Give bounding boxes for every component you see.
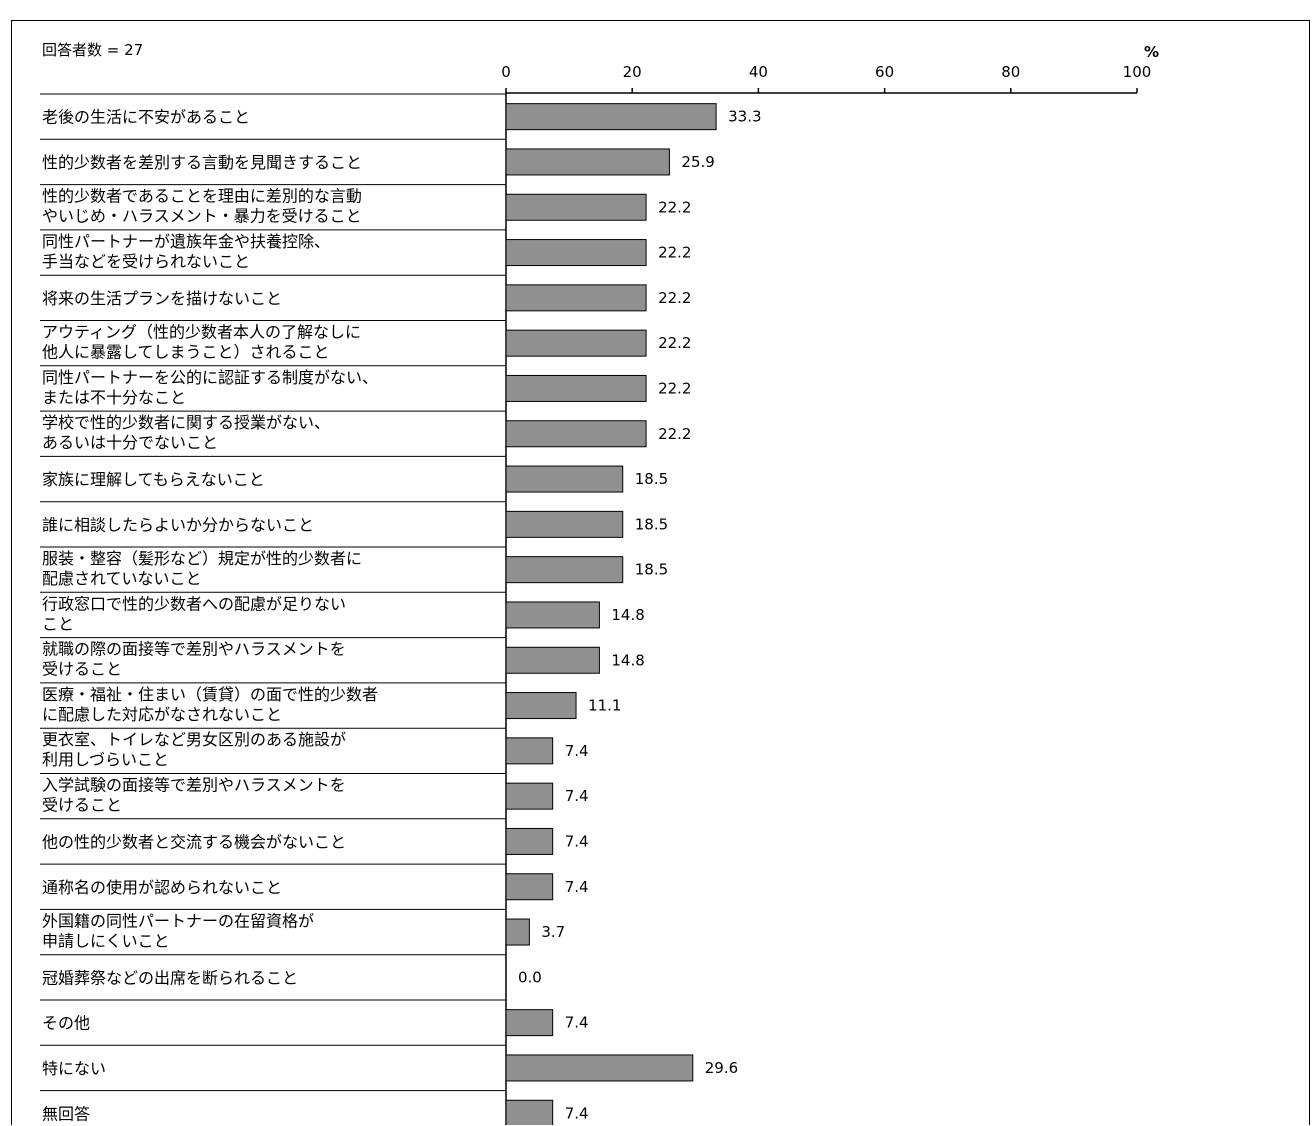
category-label: 性的少数者を差別する言動を見聞きすること [42, 153, 362, 172]
category-label: 受けること [42, 660, 122, 679]
category-label: 利用しづらいこと [42, 750, 169, 769]
bar [505, 1099, 554, 1125]
respondents-label: 回答者数 = 27 [42, 41, 143, 59]
category-label: 性的少数者であることを理由に差別的な言動 [42, 187, 362, 206]
bar [505, 646, 600, 674]
x-tick-label: 80 [1001, 63, 1020, 81]
x-tick-label: 60 [875, 63, 894, 81]
bar [505, 329, 647, 357]
value-label: 22.2 [658, 425, 691, 443]
category-label: 申請しにくいこと [42, 931, 170, 950]
category-rows: 老後の生活に不安があること 33.3 性的少数者を差別する言動を見聞きすること 25.… [40, 93, 762, 1125]
bar [505, 103, 717, 131]
value-label: 22.2 [658, 289, 691, 307]
bar [505, 918, 530, 946]
bar [505, 1009, 554, 1037]
category-label: 同性パートナーが遺族年金や扶養控除、 [42, 232, 330, 251]
category-label: 配慮されていないこと [42, 569, 202, 588]
category-label: 就職の際の面接等で差別やハラスメントを [42, 640, 346, 659]
category-label: 学校で性的少数者に関する授業がない、 [42, 413, 330, 432]
bar [505, 374, 647, 402]
value-label: 3.7 [541, 923, 565, 941]
category-label: に配慮した対応がなされないこと [42, 705, 282, 724]
bar [505, 556, 624, 584]
category-label: こと [42, 614, 74, 633]
value-label: 18.5 [635, 561, 668, 579]
category-label: 無回答 [42, 1104, 90, 1123]
bar [505, 601, 600, 629]
category-label: 入学試験の面接等で差別やハラスメントを [42, 776, 346, 795]
category-label: 外国籍の同性パートナーの在留資格が [42, 911, 314, 930]
bar [505, 239, 647, 267]
value-label: 18.5 [635, 470, 668, 488]
value-label: 29.6 [705, 1059, 738, 1077]
bar [505, 1054, 694, 1082]
category-label: 受けること [42, 796, 122, 815]
value-label: 14.8 [611, 651, 644, 669]
bar [505, 420, 647, 448]
category-label: 誰に相談したらよいか分からないこと [42, 515, 314, 534]
x-axis: 0 20 40 60 80 100 [501, 63, 1152, 94]
value-label: 0.0 [518, 968, 542, 986]
category-label: あるいは十分でないこと [42, 433, 218, 452]
bar [505, 873, 554, 901]
x-tick-label: 0 [501, 63, 511, 81]
category-label: アウティング（性的少数者本人の了解なしに [42, 323, 361, 342]
value-label: 11.1 [588, 697, 621, 715]
value-label: 7.4 [565, 1014, 589, 1032]
value-label: 33.3 [728, 108, 761, 126]
chart-frame: 回答者数 = 27 % 0 20 40 60 80 100 老後の生活に不安があること 33… [11, 20, 1310, 1125]
bar [505, 827, 554, 855]
category-label: または不十分なこと [42, 388, 186, 407]
value-label: 7.4 [565, 1104, 589, 1122]
value-label: 22.2 [658, 379, 691, 397]
category-label: 同性パートナーを公的に認証する制度がない、 [42, 368, 378, 387]
bar-chart: 回答者数 = 27 % 0 20 40 60 80 100 老後の生活に不安があること 33… [40, 41, 1159, 1125]
category-label: 更衣室、トイレなど男女区別のある施設が [42, 730, 346, 749]
value-label: 7.4 [565, 742, 589, 760]
value-label: 7.4 [565, 832, 589, 850]
bar [505, 510, 624, 538]
category-label: 冠婚葬祭などの出席を断られること [42, 968, 298, 987]
x-tick-label: 40 [749, 63, 768, 81]
value-label: 7.4 [565, 787, 589, 805]
value-label: 18.5 [635, 515, 668, 533]
bar [505, 465, 624, 493]
x-tick-label: 20 [623, 63, 642, 81]
category-label: 特にない [42, 1059, 106, 1078]
value-label: 25.9 [681, 153, 714, 171]
category-label: 老後の生活に不安があること [42, 108, 250, 127]
category-label: 行政窓口で性的少数者への配慮が足りない [42, 594, 346, 613]
value-label: 22.2 [658, 244, 691, 262]
value-label: 14.8 [611, 606, 644, 624]
unit-label: % [1144, 43, 1159, 61]
value-label: 7.4 [565, 878, 589, 896]
bar [505, 782, 554, 810]
category-label: 手当などを受けられないこと [42, 252, 250, 271]
category-label: 服装・整容（髪形など）規定が性的少数者に [42, 549, 362, 568]
category-label: その他 [42, 1014, 90, 1033]
bar [505, 193, 647, 221]
category-label: 他の性的少数者と交流する機会がないこと [42, 832, 346, 851]
bar [505, 692, 577, 720]
bar [505, 148, 670, 176]
category-label: 医療・福祉・住まい（賃貸）の面で性的少数者 [42, 685, 378, 704]
value-label: 22.2 [658, 334, 691, 352]
bar [505, 737, 554, 765]
category-label: 家族に理解してもらえないこと [42, 470, 265, 489]
value-label: 22.2 [658, 198, 691, 216]
category-label: 他人に暴露してしまうこと）されること [42, 343, 330, 362]
bar [505, 284, 647, 312]
category-label: やいじめ・ハラスメント・暴力を受けること [42, 207, 362, 226]
category-label: 将来の生活プランを描けないこと [42, 289, 282, 308]
x-tick-label: 100 [1123, 63, 1152, 81]
category-label: 通称名の使用が認められないこと [42, 878, 282, 897]
